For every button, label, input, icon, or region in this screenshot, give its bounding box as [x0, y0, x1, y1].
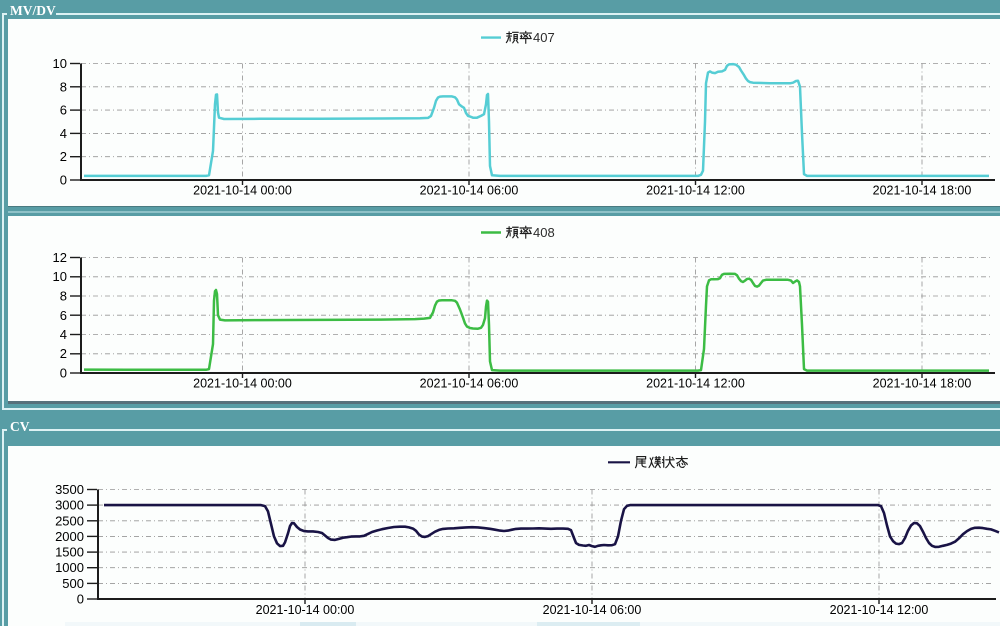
svg-text:8: 8 [60, 79, 67, 94]
svg-text:0: 0 [60, 173, 67, 188]
svg-text:1500: 1500 [55, 545, 84, 560]
svg-text:2000: 2000 [55, 529, 84, 544]
svg-text:12: 12 [53, 250, 67, 265]
svg-text:2021-10-14 06:00: 2021-10-14 06:00 [543, 603, 642, 617]
svg-text:8: 8 [60, 289, 67, 304]
svg-text:0: 0 [77, 592, 84, 607]
svg-text:2500: 2500 [55, 513, 84, 528]
svg-text:2021-10-14 06:00: 2021-10-14 06:00 [420, 184, 519, 198]
svg-text:2021-10-14 06:00: 2021-10-14 06:00 [420, 377, 519, 391]
svg-text:2: 2 [60, 346, 67, 361]
svg-text:2: 2 [60, 149, 67, 164]
svg-text:2021-10-14 18:00: 2021-10-14 18:00 [873, 377, 972, 391]
svg-text:10: 10 [53, 56, 67, 71]
svg-text:2021-10-14 00:00: 2021-10-14 00:00 [193, 184, 292, 198]
svg-text:407: 407 [533, 30, 555, 45]
svg-text:500: 500 [62, 576, 84, 591]
svg-text:2021-10-14 00:00: 2021-10-14 00:00 [256, 603, 355, 617]
svg-text:6: 6 [60, 103, 67, 118]
svg-text:2021-10-14 12:00: 2021-10-14 12:00 [646, 377, 745, 391]
svg-text:2021-10-14 12:00: 2021-10-14 12:00 [646, 184, 745, 198]
svg-text:2021-10-14 00:00: 2021-10-14 00:00 [193, 377, 292, 391]
svg-text:408: 408 [533, 225, 555, 240]
svg-text:3000: 3000 [55, 498, 84, 513]
svg-text:4: 4 [60, 327, 67, 342]
svg-text:2021-10-14 12:00: 2021-10-14 12:00 [830, 603, 929, 617]
svg-text:6: 6 [60, 308, 67, 323]
svg-text:4: 4 [60, 126, 67, 141]
svg-text:0: 0 [60, 366, 67, 381]
svg-text:10: 10 [53, 269, 67, 284]
svg-text:3500: 3500 [55, 482, 84, 497]
svg-text:2021-10-14 18:00: 2021-10-14 18:00 [873, 184, 972, 198]
svg-text:1000: 1000 [55, 560, 84, 575]
